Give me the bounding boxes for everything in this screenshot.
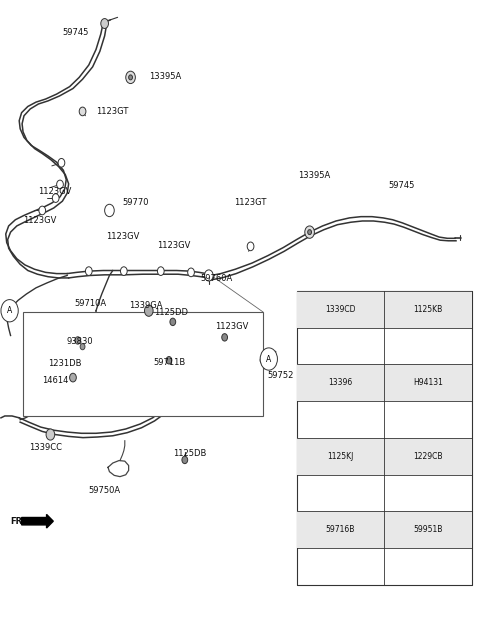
Circle shape <box>260 348 277 370</box>
Circle shape <box>222 334 228 341</box>
Bar <box>297 291 472 585</box>
Text: A: A <box>7 306 12 315</box>
Circle shape <box>188 268 194 277</box>
Text: 59760A: 59760A <box>201 274 233 283</box>
Circle shape <box>85 267 92 275</box>
Text: 59710A: 59710A <box>74 299 107 308</box>
Circle shape <box>58 158 65 167</box>
Text: 59770: 59770 <box>122 198 149 207</box>
Circle shape <box>52 194 59 202</box>
Text: 13395A: 13395A <box>298 171 330 180</box>
Circle shape <box>260 357 266 364</box>
Bar <box>384 291 472 327</box>
Text: A: A <box>266 355 271 363</box>
Text: 59752: 59752 <box>268 371 294 380</box>
Circle shape <box>120 267 127 275</box>
Text: 59951B: 59951B <box>413 526 443 534</box>
Bar <box>384 438 472 475</box>
Text: 1125DB: 1125DB <box>173 449 206 457</box>
Text: 1125KJ: 1125KJ <box>327 452 354 461</box>
Bar <box>297 365 384 401</box>
Circle shape <box>333 410 348 429</box>
Circle shape <box>336 341 344 351</box>
Text: FR.: FR. <box>11 517 26 526</box>
Bar <box>297 291 384 327</box>
Circle shape <box>46 429 55 440</box>
Text: 13396: 13396 <box>328 378 353 387</box>
Bar <box>384 365 472 401</box>
Circle shape <box>182 456 188 464</box>
Circle shape <box>332 335 348 357</box>
Circle shape <box>170 318 176 326</box>
Text: 1123GT: 1123GT <box>234 198 266 207</box>
Text: 1123GT: 1123GT <box>96 107 128 116</box>
Circle shape <box>144 305 153 316</box>
Text: 1123GV: 1123GV <box>38 188 72 196</box>
Text: 1231DB: 1231DB <box>48 359 82 368</box>
FancyArrow shape <box>22 514 53 528</box>
Circle shape <box>126 71 135 84</box>
Text: 1229CB: 1229CB <box>413 452 443 461</box>
Circle shape <box>70 373 76 382</box>
Text: 1339GA: 1339GA <box>129 301 162 310</box>
Circle shape <box>157 267 164 275</box>
Circle shape <box>204 270 213 281</box>
Text: 13395A: 13395A <box>149 72 181 80</box>
Bar <box>297 438 384 475</box>
Text: 59711B: 59711B <box>154 358 186 366</box>
Bar <box>384 511 472 548</box>
Bar <box>23 312 263 416</box>
Circle shape <box>57 180 63 189</box>
Circle shape <box>105 204 114 217</box>
Circle shape <box>305 226 314 238</box>
Text: 59750A: 59750A <box>89 486 121 495</box>
Text: 1123GV: 1123GV <box>215 322 249 331</box>
Text: 59716B: 59716B <box>326 526 355 534</box>
Circle shape <box>75 337 81 344</box>
Circle shape <box>39 206 46 215</box>
Text: 14614: 14614 <box>42 376 69 385</box>
Circle shape <box>337 416 343 423</box>
Circle shape <box>101 19 108 28</box>
Bar <box>297 511 384 548</box>
Circle shape <box>79 107 86 116</box>
Circle shape <box>1 300 18 322</box>
Circle shape <box>308 230 312 235</box>
Text: 1125DD: 1125DD <box>154 308 188 317</box>
Text: 1339CD: 1339CD <box>325 305 356 314</box>
Text: 1123GV: 1123GV <box>23 216 57 225</box>
Text: 59745: 59745 <box>62 28 89 37</box>
Text: 59745: 59745 <box>389 181 415 190</box>
Text: 1123GV: 1123GV <box>157 241 191 249</box>
Circle shape <box>426 566 432 573</box>
Text: 1339CC: 1339CC <box>29 443 62 452</box>
Circle shape <box>247 242 254 251</box>
Text: H94131: H94131 <box>413 378 443 387</box>
Circle shape <box>129 75 132 80</box>
Circle shape <box>166 357 172 364</box>
Text: 93830: 93830 <box>66 337 93 346</box>
Text: 1125KB: 1125KB <box>413 305 443 314</box>
Circle shape <box>80 344 85 350</box>
Text: 1123GV: 1123GV <box>106 232 139 241</box>
